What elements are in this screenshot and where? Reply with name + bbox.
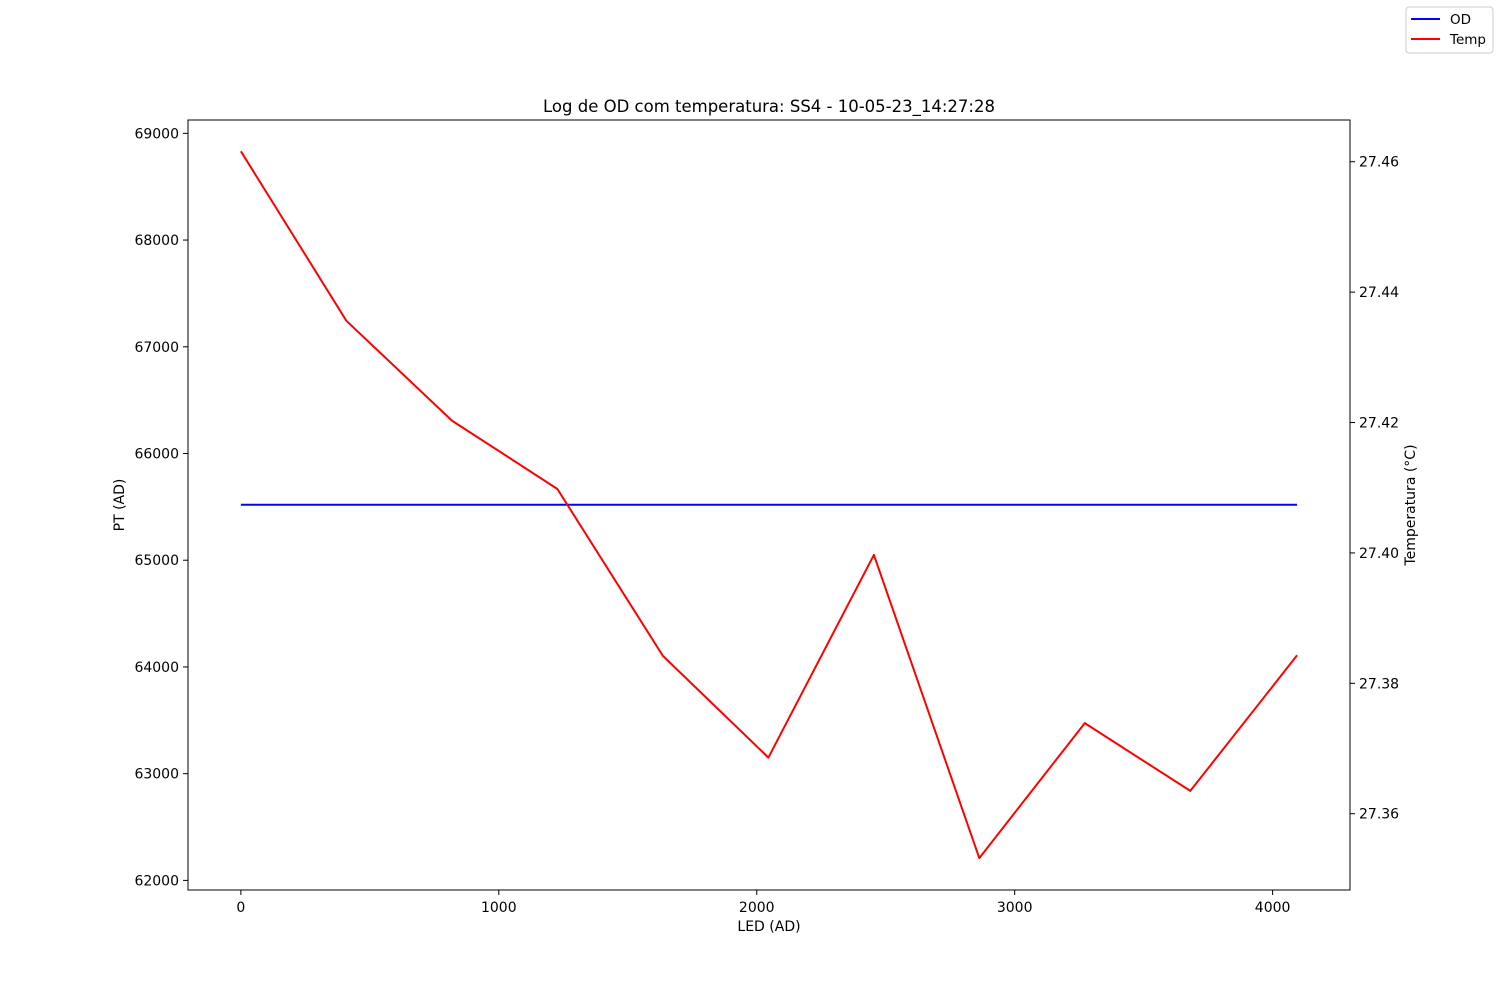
x-tick-label: 1000 [481, 900, 517, 916]
x-tick-label: 2000 [739, 900, 775, 916]
series-line-temp [240, 150, 1298, 860]
series-layer [240, 150, 1298, 860]
x-tick-label: 3000 [997, 900, 1033, 916]
y-tick-label: 62000 [134, 873, 179, 889]
y-axis-left: 62000 63000 64000 65000 66000 67000 68000 69000 [134, 126, 188, 889]
x-axis: 0 1000 2000 3000 4000 [236, 890, 1290, 916]
y2-tick-label: 27.40 [1359, 546, 1399, 562]
y-tick-label: 63000 [134, 767, 179, 783]
y-tick-label: 66000 [134, 447, 179, 463]
y-tick-label: 68000 [134, 233, 179, 249]
y2-tick-label: 27.42 [1359, 416, 1399, 432]
x-tick-label: 0 [236, 900, 245, 916]
y2-tick-label: 27.46 [1359, 155, 1399, 171]
chart-title: Log de OD com temperatura: SS4 - 10-05-2… [543, 97, 995, 117]
y2-tick-label: 27.38 [1359, 676, 1399, 692]
y-tick-label: 69000 [134, 126, 179, 142]
y2-axis-label: Temperatura (°C) [1403, 444, 1419, 566]
legend-label-od: OD [1450, 12, 1471, 28]
y-axis-right: 27.36 27.38 27.40 27.42 27.44 27.46 [1350, 155, 1399, 823]
x-axis-label: LED (AD) [737, 919, 800, 935]
legend-label-temp: Temp [1449, 32, 1486, 48]
legend: OD Temp [1405, 6, 1494, 54]
y-tick-label: 67000 [134, 340, 179, 356]
y2-tick-label: 27.44 [1359, 285, 1399, 301]
plot-frame [187, 119, 1351, 891]
x-tick-label: 4000 [1255, 900, 1291, 916]
y-tick-label: 65000 [134, 553, 179, 569]
y-axis-label: PT (AD) [112, 479, 128, 532]
y-tick-label: 64000 [134, 660, 179, 676]
y2-tick-label: 27.36 [1359, 807, 1399, 823]
